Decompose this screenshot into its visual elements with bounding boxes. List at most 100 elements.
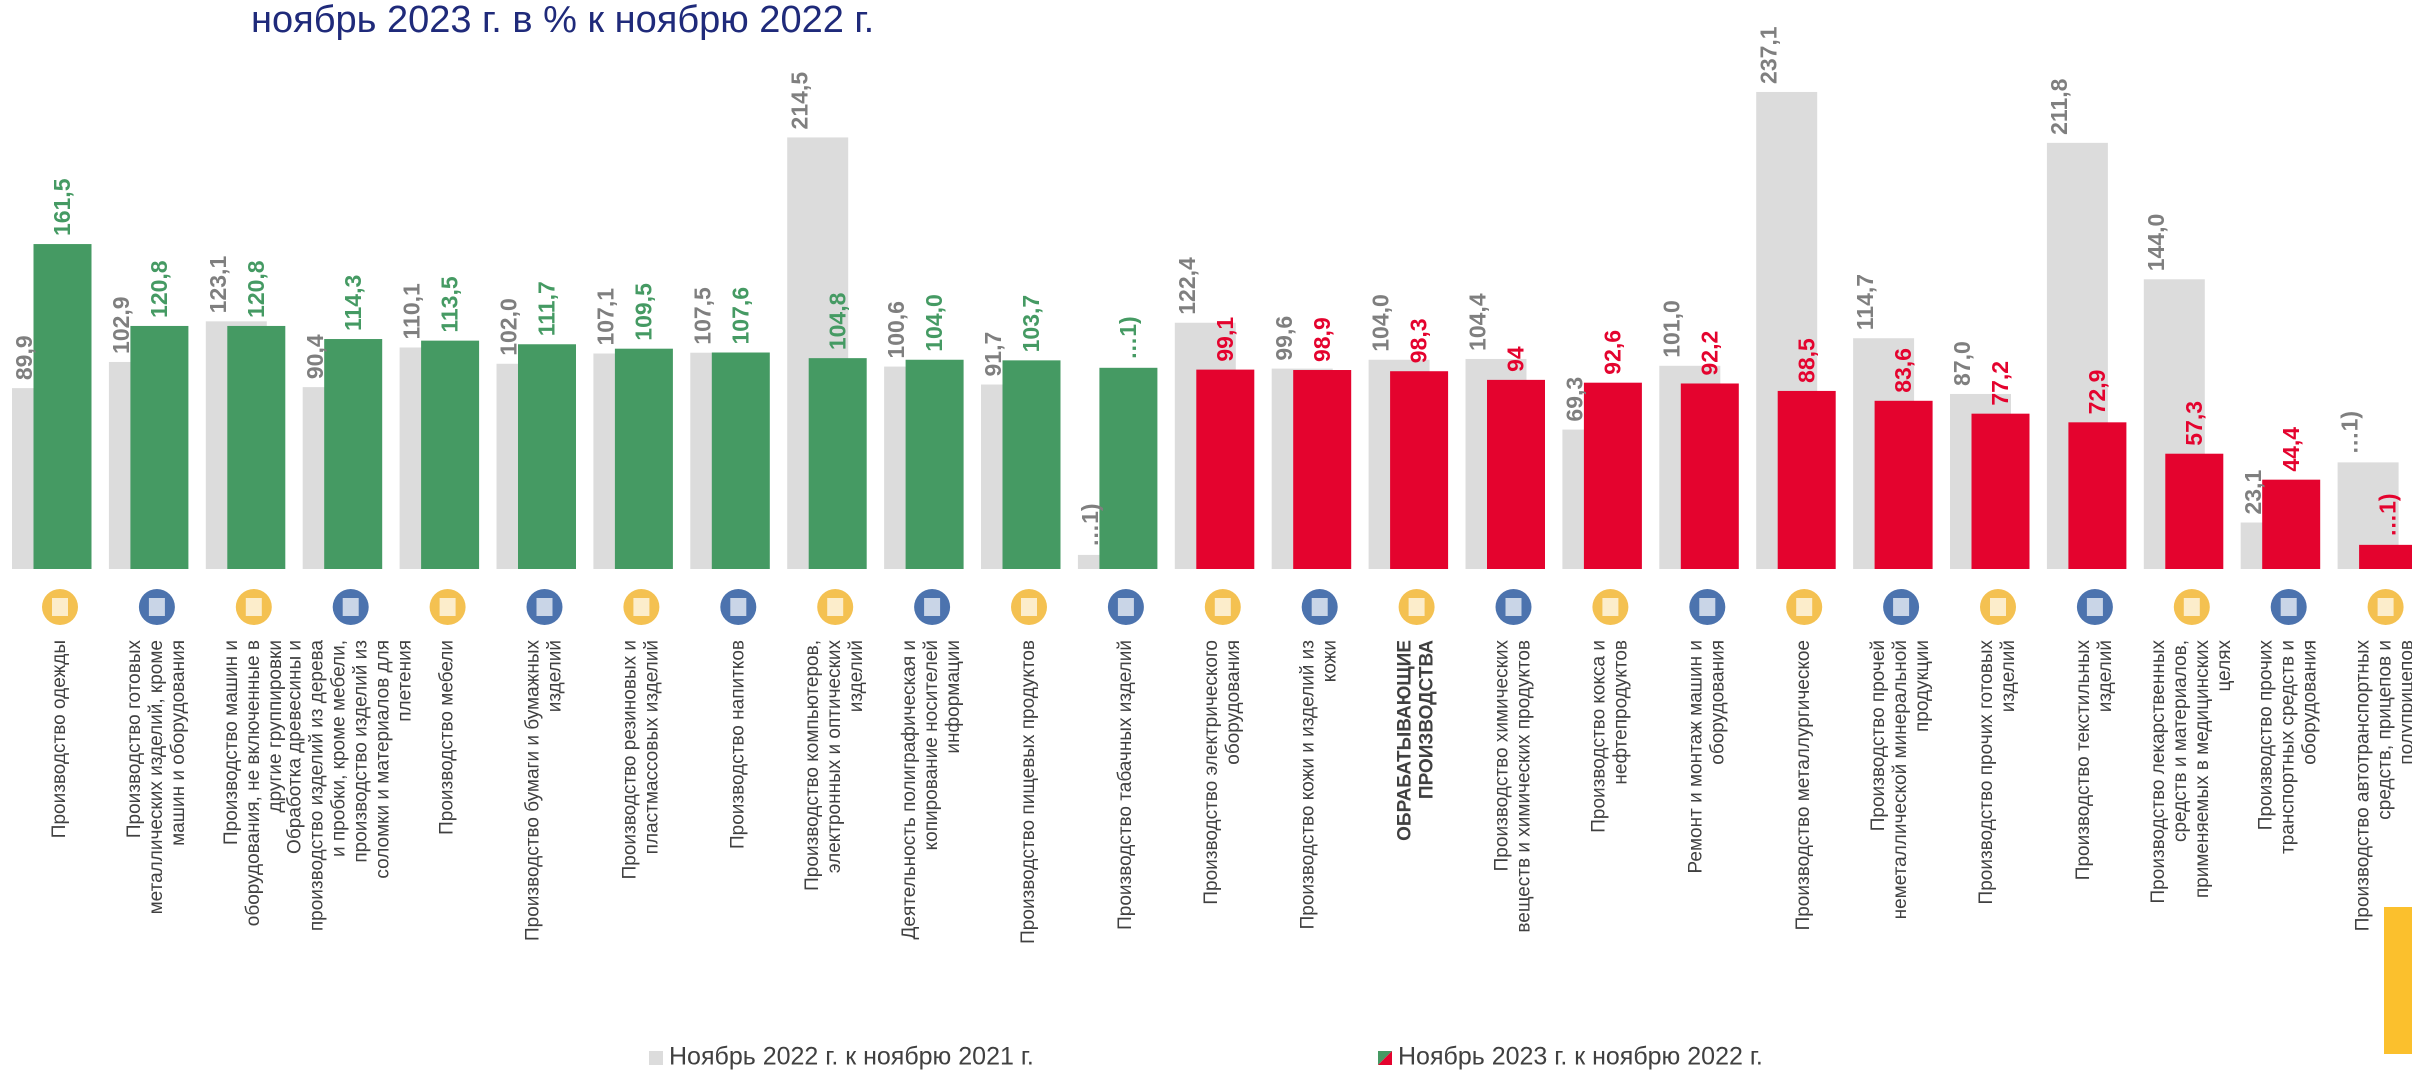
x-tick-label: Производство электрического оборудования bbox=[1201, 640, 1244, 905]
value-label: 88,5 bbox=[1793, 338, 1819, 383]
bar bbox=[518, 344, 576, 569]
value-label: 109,5 bbox=[630, 283, 656, 341]
value-label: 103,7 bbox=[1018, 295, 1044, 353]
x-tick-label: Производство прочих транспортных средств… bbox=[2256, 640, 2321, 860]
x-tick-label: Производство кокса и нефтепродуктов bbox=[1588, 640, 1631, 833]
value-label: 114,3 bbox=[340, 275, 366, 331]
value-label: 122,4 bbox=[1174, 257, 1200, 315]
bar bbox=[614, 348, 673, 569]
legend-swatch bbox=[649, 1051, 663, 1065]
value-label: 104,4 bbox=[1465, 293, 1491, 351]
value-label: 114,7 bbox=[1852, 274, 1878, 330]
value-label: 107,5 bbox=[689, 287, 715, 345]
category-icon bbox=[633, 598, 650, 616]
category-icon bbox=[827, 598, 844, 616]
category-icon bbox=[1699, 598, 1716, 616]
value-label: 83,6 bbox=[1890, 348, 1916, 393]
value-label: 89,9 bbox=[11, 335, 37, 380]
x-tick-label: Производство прочей неметаллической мине… bbox=[1868, 640, 1933, 925]
value-label: 94 bbox=[1503, 346, 1529, 372]
category-icon bbox=[245, 598, 262, 616]
x-tick-label: Производство компьютеров, электронных и … bbox=[802, 640, 867, 891]
bar bbox=[1099, 367, 1158, 569]
category-icon bbox=[342, 598, 359, 616]
category-icon bbox=[1796, 598, 1813, 616]
x-tick-label: Производство пищевых продуктов bbox=[1018, 640, 1039, 944]
value-label: 110,1 bbox=[399, 283, 425, 339]
value-label: 161,5 bbox=[49, 178, 75, 236]
x-tick-label: Производство одежды bbox=[49, 640, 70, 838]
category-icon bbox=[730, 598, 747, 616]
bar bbox=[1390, 371, 1449, 569]
category-icon bbox=[52, 598, 68, 616]
bar bbox=[1293, 370, 1352, 569]
x-tick-label: Производство текстильных изделий bbox=[2073, 640, 2116, 881]
category-icon bbox=[2183, 598, 2200, 616]
value-label: 104,0 bbox=[921, 294, 947, 352]
x-tick-label: Производство бумаги и бумажных изделий bbox=[523, 640, 566, 941]
category-icon bbox=[148, 598, 165, 616]
bar bbox=[227, 325, 286, 569]
bar bbox=[1971, 413, 2030, 569]
chart-title: ноябрь 2023 г. в % к ноябрю 2022 г. bbox=[251, 0, 874, 41]
value-label: 111,7 bbox=[534, 281, 560, 336]
value-label: 107,6 bbox=[727, 287, 753, 345]
x-tick-label: ОБРАБАТЫВАЮЩИЕ ПРОИЗВОДСТВА bbox=[1395, 640, 1438, 841]
x-tick-label: Производство автотранспортных средств, п… bbox=[2353, 640, 2412, 932]
value-label: 98,9 bbox=[1309, 317, 1335, 362]
value-label: 101,0 bbox=[1658, 300, 1684, 358]
value-label: 104,8 bbox=[824, 292, 850, 350]
value-label: 237,1 bbox=[1755, 26, 1781, 84]
value-label: 144,0 bbox=[2143, 214, 2169, 272]
legend-swatch bbox=[1378, 1051, 1392, 1065]
value-label: 113,5 bbox=[437, 276, 463, 332]
x-tick-label: Производство готовых металлических издел… bbox=[124, 640, 189, 920]
bar bbox=[2068, 422, 2127, 569]
value-label: 123,1 bbox=[205, 256, 231, 314]
value-label: …1) bbox=[1115, 316, 1141, 359]
x-tick-label: Производство кожи и изделий из кожи bbox=[1298, 640, 1341, 929]
x-tick-label: Производство табачных изделий bbox=[1115, 640, 1136, 930]
value-label: 211,8 bbox=[2046, 78, 2072, 134]
value-label: 120,8 bbox=[146, 260, 172, 318]
category-icon bbox=[1214, 598, 1231, 616]
bar bbox=[1487, 379, 1545, 569]
value-label: 100,6 bbox=[883, 301, 909, 359]
bar bbox=[1002, 360, 1061, 569]
value-label: 23,1 bbox=[2240, 470, 2266, 515]
value-label: 104,0 bbox=[1368, 294, 1394, 352]
bar bbox=[421, 340, 480, 569]
x-tick-label: Деятельность полиграфическая и копирован… bbox=[899, 640, 964, 939]
x-tick-label: Производство машин и оборудования, не вк… bbox=[221, 640, 286, 932]
bar bbox=[33, 244, 92, 569]
x-tick-label: Производство металлургическое bbox=[1793, 640, 1814, 930]
bar bbox=[1777, 390, 1836, 569]
category-icon bbox=[1602, 598, 1619, 616]
bar bbox=[1874, 400, 1933, 569]
value-label: 91,7 bbox=[980, 332, 1006, 377]
x-tick-label: Производство химических веществ и химиче… bbox=[1492, 640, 1535, 938]
bar bbox=[1680, 383, 1739, 569]
category-icon bbox=[1408, 598, 1425, 616]
value-label: 102,0 bbox=[496, 298, 522, 356]
value-label: 92,6 bbox=[1599, 330, 1625, 375]
x-tick-label: Ремонт и монтаж машин и оборудования bbox=[1685, 640, 1728, 873]
value-label: 90,4 bbox=[302, 334, 328, 379]
bar bbox=[808, 358, 867, 569]
value-label: 87,0 bbox=[1949, 341, 1975, 386]
value-label: 99,1 bbox=[1212, 317, 1238, 362]
bar bbox=[324, 339, 383, 569]
category-icon bbox=[1117, 598, 1134, 616]
category-icon bbox=[2086, 598, 2103, 616]
bar bbox=[2359, 544, 2412, 569]
category-icon bbox=[536, 598, 553, 616]
category-icon bbox=[1893, 598, 1910, 616]
category-icon bbox=[1311, 598, 1328, 616]
value-label: 72,9 bbox=[2084, 370, 2110, 415]
decor-block bbox=[2384, 907, 2412, 1054]
x-tick-label: Производство прочих готовых изделий bbox=[1976, 640, 2019, 905]
bar bbox=[1196, 369, 1255, 569]
bar bbox=[2165, 453, 2224, 569]
category-icon bbox=[439, 598, 456, 616]
